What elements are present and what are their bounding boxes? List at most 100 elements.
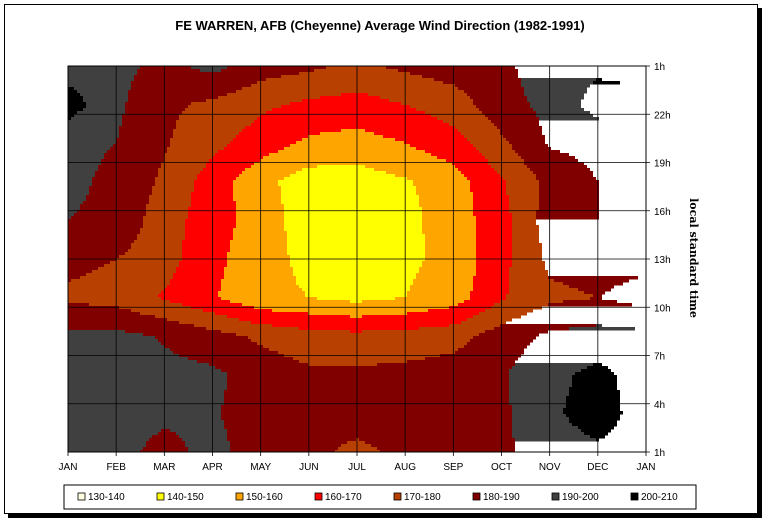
contour-cell: [281, 105, 410, 109]
contour-cell: [224, 393, 509, 397]
contour-cell: [131, 84, 251, 88]
contour-cell: [278, 351, 455, 355]
contour-cell: [128, 99, 206, 103]
contour-cell: [293, 267, 419, 271]
y-tick-label: 22h: [654, 110, 671, 121]
contour-cell: [413, 183, 470, 187]
contour-cell: [218, 150, 278, 154]
contour-cell: [74, 87, 131, 91]
contour-cell: [458, 168, 494, 172]
contour-cell: [227, 438, 356, 442]
contour-cell: [68, 372, 227, 376]
contour-cell: [572, 384, 617, 388]
contour-cell: [68, 183, 92, 187]
contour-cell: [68, 306, 119, 310]
contour-cell: [218, 96, 320, 100]
contour-cell: [137, 69, 200, 73]
contour-cell: [194, 189, 233, 193]
contour-cell: [104, 153, 164, 157]
contour-cell: [290, 144, 410, 148]
legend-item: 170-180: [393, 492, 441, 503]
contour-cell: [467, 177, 503, 181]
contour-cell: [149, 198, 191, 202]
contour-cell: [110, 147, 167, 151]
x-tick-label: JAN: [637, 462, 656, 473]
contour-cell: [68, 219, 143, 223]
contour-cell: [593, 81, 620, 85]
contour-cell: [281, 195, 419, 199]
contour-cell: [569, 390, 620, 394]
contour-cell: [242, 129, 341, 133]
contour-cell: [167, 285, 221, 289]
contour-cell: [182, 249, 230, 253]
contour-cell: [251, 321, 461, 325]
contour-cell: [68, 234, 137, 238]
contour-cell: [296, 171, 386, 175]
contour-cell: [68, 435, 152, 439]
contour-cell: [68, 249, 128, 253]
contour-cell: [68, 375, 227, 379]
contour-cell: [152, 192, 191, 196]
contour-cell: [476, 261, 512, 265]
contour-cell: [215, 153, 269, 157]
contour-cell: [482, 153, 518, 157]
contour-cell: [476, 270, 509, 274]
contour-cell: [92, 183, 155, 187]
contour-cell: [470, 96, 527, 100]
contour-cell: [119, 135, 173, 139]
contour-cell: [182, 252, 227, 256]
contour-cell: [518, 153, 569, 157]
contour-cell: [101, 159, 164, 163]
contour-cell: [128, 90, 236, 94]
contour-cell: [443, 120, 491, 124]
contour-cell: [473, 210, 509, 214]
contour-cell: [182, 303, 242, 307]
contour-cell: [152, 186, 194, 190]
contour-cell: [179, 264, 227, 268]
contour-cell: [536, 111, 590, 115]
contour-cell: [539, 189, 599, 193]
contour-cell: [227, 435, 512, 439]
contour-cell: [425, 249, 476, 253]
contour-cell: [173, 129, 242, 133]
contour-cell: [581, 369, 611, 373]
contour-cell: [485, 156, 521, 160]
contour-cell: [221, 417, 512, 421]
contour-cell: [413, 279, 473, 283]
contour-cell: [302, 138, 395, 142]
contour-cell: [224, 399, 509, 403]
legend-item: 140-150: [156, 492, 204, 503]
contour-cell: [359, 438, 515, 442]
contour-cell: [449, 123, 494, 127]
contour-cell: [68, 129, 119, 133]
contour-cell: [68, 99, 83, 103]
contour-cell: [68, 357, 188, 361]
contour-cell: [530, 105, 581, 109]
contour-cell: [68, 408, 221, 412]
contour-cell: [467, 342, 530, 346]
contour-cell: [269, 348, 458, 352]
contour-cell: [470, 183, 506, 187]
contour-cell: [68, 297, 161, 301]
legend-label: 140-150: [167, 492, 204, 503]
contour-cell: [101, 162, 161, 166]
contour-cell: [422, 213, 473, 217]
legend-swatch: [630, 492, 639, 501]
contour-cell: [590, 297, 602, 301]
contour-cell: [287, 246, 425, 250]
contour-cell: [191, 201, 236, 205]
plot-area: [67, 65, 647, 453]
contour-cell: [170, 138, 233, 142]
contour-cell: [227, 144, 290, 148]
contour-cell: [68, 102, 86, 106]
contour-cell: [308, 312, 407, 316]
contour-cell: [83, 96, 128, 100]
contour-cell: [113, 144, 170, 148]
contour-cell: [182, 243, 230, 247]
contour-cell: [512, 423, 572, 427]
contour-cell: [305, 294, 407, 298]
contour-cell: [317, 165, 365, 169]
contour-cell: [290, 264, 422, 268]
contour-cell: [281, 192, 416, 196]
contour-cell: [92, 270, 176, 274]
